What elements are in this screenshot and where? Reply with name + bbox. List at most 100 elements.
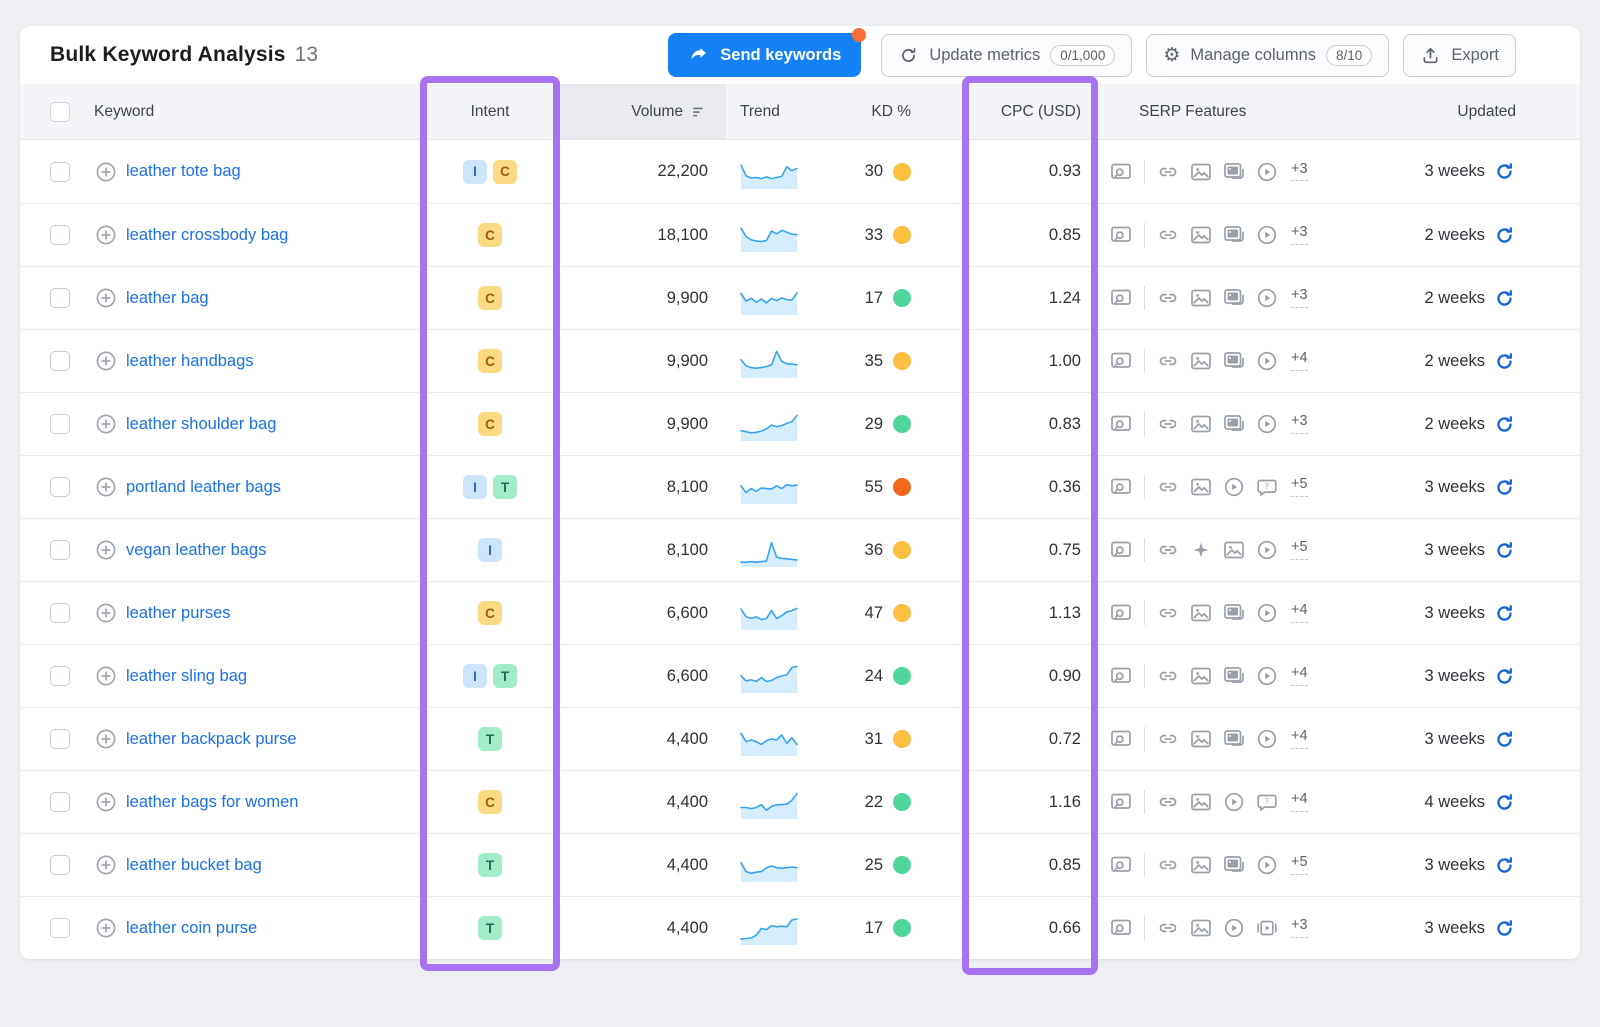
add-keyword-icon[interactable]: [94, 286, 118, 310]
preview-icon[interactable]: [1109, 664, 1133, 688]
play-icon[interactable]: [1255, 223, 1279, 247]
image-pack-icon[interactable]: [1222, 853, 1246, 877]
row-checkbox[interactable]: [50, 540, 70, 560]
image-icon[interactable]: [1189, 916, 1213, 940]
preview-icon[interactable]: [1109, 412, 1133, 436]
image-pack-icon[interactable]: [1222, 223, 1246, 247]
keyword-link[interactable]: vegan leather bags: [126, 540, 267, 559]
refresh-keyword-icon[interactable]: [1493, 224, 1516, 247]
preview-icon[interactable]: [1109, 601, 1133, 625]
send-keywords-button[interactable]: Send keywords: [668, 28, 867, 77]
row-checkbox[interactable]: [50, 729, 70, 749]
serp-more-count[interactable]: +4: [1291, 792, 1308, 812]
keyword-link[interactable]: leather backpack purse: [126, 729, 297, 748]
link-icon[interactable]: [1156, 349, 1180, 373]
keyword-link[interactable]: leather purses: [126, 603, 231, 622]
play-icon[interactable]: [1255, 727, 1279, 751]
link-icon[interactable]: [1156, 475, 1180, 499]
serp-more-count[interactable]: +5: [1291, 855, 1308, 875]
row-checkbox[interactable]: [50, 225, 70, 245]
serp-more-count[interactable]: +4: [1291, 666, 1308, 686]
serp-more-count[interactable]: +3: [1291, 414, 1308, 434]
preview-icon[interactable]: [1109, 286, 1133, 310]
play-icon[interactable]: [1255, 538, 1279, 562]
preview-icon[interactable]: [1109, 916, 1133, 940]
keyword-link[interactable]: leather coin purse: [126, 918, 258, 937]
preview-icon[interactable]: [1109, 160, 1133, 184]
refresh-keyword-icon[interactable]: [1493, 665, 1516, 688]
image-icon[interactable]: [1189, 790, 1213, 814]
keyword-link[interactable]: leather handbags: [126, 351, 254, 370]
select-all-checkbox[interactable]: [50, 101, 70, 122]
link-icon[interactable]: [1156, 538, 1180, 562]
column-header-cpc[interactable]: CPC (USD): [1000, 102, 1081, 120]
play-icon[interactable]: [1255, 664, 1279, 688]
keyword-link[interactable]: leather bags for women: [126, 792, 299, 811]
manage-columns-button[interactable]: ⚙ Manage columns 8/10: [1146, 33, 1390, 77]
preview-icon[interactable]: [1109, 475, 1133, 499]
add-keyword-icon[interactable]: [94, 601, 118, 625]
column-header-volume[interactable]: Volume: [560, 84, 726, 139]
row-checkbox[interactable]: [50, 351, 70, 371]
link-icon[interactable]: [1156, 601, 1180, 625]
image-pack-icon[interactable]: [1222, 601, 1246, 625]
refresh-keyword-icon[interactable]: [1493, 476, 1516, 499]
play-icon[interactable]: [1255, 160, 1279, 184]
serp-more-count[interactable]: +3: [1291, 162, 1308, 182]
refresh-keyword-icon[interactable]: [1493, 350, 1516, 373]
serp-more-count[interactable]: +4: [1291, 729, 1308, 749]
image-icon[interactable]: [1189, 475, 1213, 499]
image-icon[interactable]: [1189, 412, 1213, 436]
image-pack-icon[interactable]: [1222, 412, 1246, 436]
serp-more-count[interactable]: +3: [1291, 918, 1308, 938]
link-icon[interactable]: [1156, 790, 1180, 814]
question-icon[interactable]: ?: [1255, 790, 1279, 814]
column-header-updated[interactable]: Updated: [1457, 102, 1516, 120]
keyword-link[interactable]: leather bucket bag: [126, 855, 262, 874]
link-icon[interactable]: [1156, 286, 1180, 310]
play-icon[interactable]: [1255, 286, 1279, 310]
link-icon[interactable]: [1156, 916, 1180, 940]
preview-icon[interactable]: [1109, 727, 1133, 751]
add-keyword-icon[interactable]: [94, 790, 118, 814]
keyword-link[interactable]: leather bag: [126, 288, 209, 307]
add-keyword-icon[interactable]: [94, 916, 118, 940]
link-icon[interactable]: [1156, 223, 1180, 247]
row-checkbox[interactable]: [50, 792, 70, 812]
image-icon[interactable]: [1189, 160, 1213, 184]
keyword-link[interactable]: leather shoulder bag: [126, 414, 277, 433]
row-checkbox[interactable]: [50, 918, 70, 938]
play-icon[interactable]: [1222, 916, 1246, 940]
ai-overview-icon[interactable]: [1189, 538, 1213, 562]
refresh-keyword-icon[interactable]: [1493, 854, 1516, 877]
play-icon[interactable]: [1222, 475, 1246, 499]
add-keyword-icon[interactable]: [94, 475, 118, 499]
serp-more-count[interactable]: +3: [1291, 288, 1308, 308]
video-carousel-icon[interactable]: [1255, 916, 1279, 940]
add-keyword-icon[interactable]: [94, 223, 118, 247]
keyword-link[interactable]: leather sling bag: [126, 666, 248, 685]
image-pack-icon[interactable]: [1222, 160, 1246, 184]
image-icon[interactable]: [1189, 601, 1213, 625]
image-pack-icon[interactable]: [1222, 664, 1246, 688]
refresh-keyword-icon[interactable]: [1493, 728, 1516, 751]
refresh-keyword-icon[interactable]: [1493, 413, 1516, 436]
refresh-keyword-icon[interactable]: [1493, 287, 1516, 310]
preview-icon[interactable]: [1109, 853, 1133, 877]
refresh-keyword-icon[interactable]: [1493, 602, 1516, 625]
question-icon[interactable]: ?: [1255, 475, 1279, 499]
image-pack-icon[interactable]: [1222, 349, 1246, 373]
preview-icon[interactable]: [1109, 790, 1133, 814]
keyword-link[interactable]: leather crossbody bag: [126, 225, 289, 244]
export-button[interactable]: Export: [1403, 33, 1516, 77]
image-pack-icon[interactable]: [1222, 727, 1246, 751]
row-checkbox[interactable]: [50, 855, 70, 875]
serp-more-count[interactable]: +5: [1291, 540, 1308, 560]
row-checkbox[interactable]: [50, 666, 70, 686]
add-keyword-icon[interactable]: [94, 412, 118, 436]
image-icon[interactable]: [1222, 538, 1246, 562]
image-icon[interactable]: [1189, 349, 1213, 373]
link-icon[interactable]: [1156, 664, 1180, 688]
refresh-keyword-icon[interactable]: [1493, 791, 1516, 814]
play-icon[interactable]: [1255, 601, 1279, 625]
